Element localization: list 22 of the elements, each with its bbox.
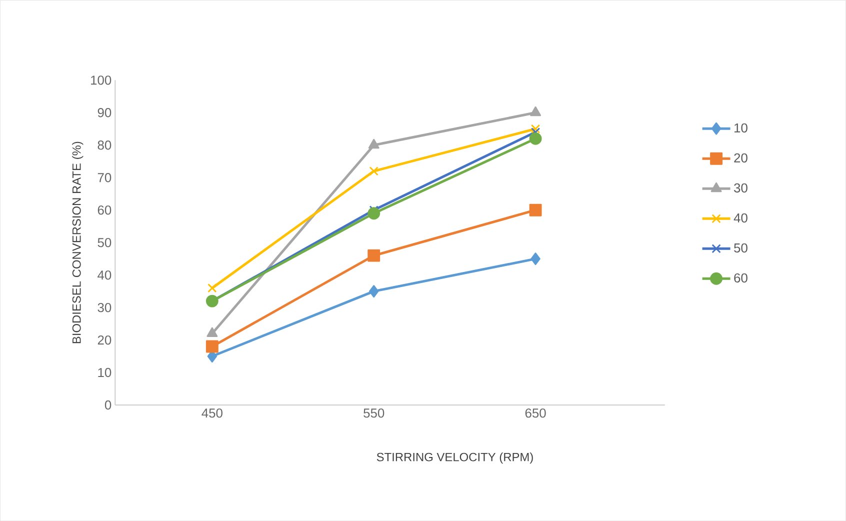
y-tick-label: 20 bbox=[98, 335, 112, 345]
y-tick-label: 50 bbox=[98, 238, 112, 248]
y-tick-label: 10 bbox=[98, 368, 112, 378]
y-tick-label: 40 bbox=[98, 270, 112, 280]
y-tick-label: 90 bbox=[98, 108, 112, 118]
legend-label: 30 bbox=[734, 183, 748, 192]
x-axis-title: STIRRING VELOCITY (RPM) bbox=[376, 452, 533, 464]
y-tick-label: 70 bbox=[98, 172, 112, 182]
x-tick-label: 550 bbox=[364, 408, 384, 418]
legend-label: 60 bbox=[734, 273, 748, 282]
x-tick-label: 450 bbox=[202, 408, 222, 418]
y-tick-label: 30 bbox=[98, 302, 112, 312]
y-axis-title: BIODIESEL CONVERSION RATE (%) bbox=[72, 142, 84, 344]
x-tick-label: 650 bbox=[525, 408, 546, 418]
y-tick-label: 60 bbox=[98, 205, 112, 215]
y-tick-label: 0 bbox=[104, 400, 112, 410]
y-tick-label: 80 bbox=[98, 140, 112, 150]
legend-label: 40 bbox=[734, 213, 748, 222]
y-tick-label: 100 bbox=[91, 76, 112, 85]
legend-label: 50 bbox=[734, 243, 748, 252]
legend-label: 20 bbox=[734, 153, 748, 162]
legend-label: 10 bbox=[734, 123, 748, 132]
